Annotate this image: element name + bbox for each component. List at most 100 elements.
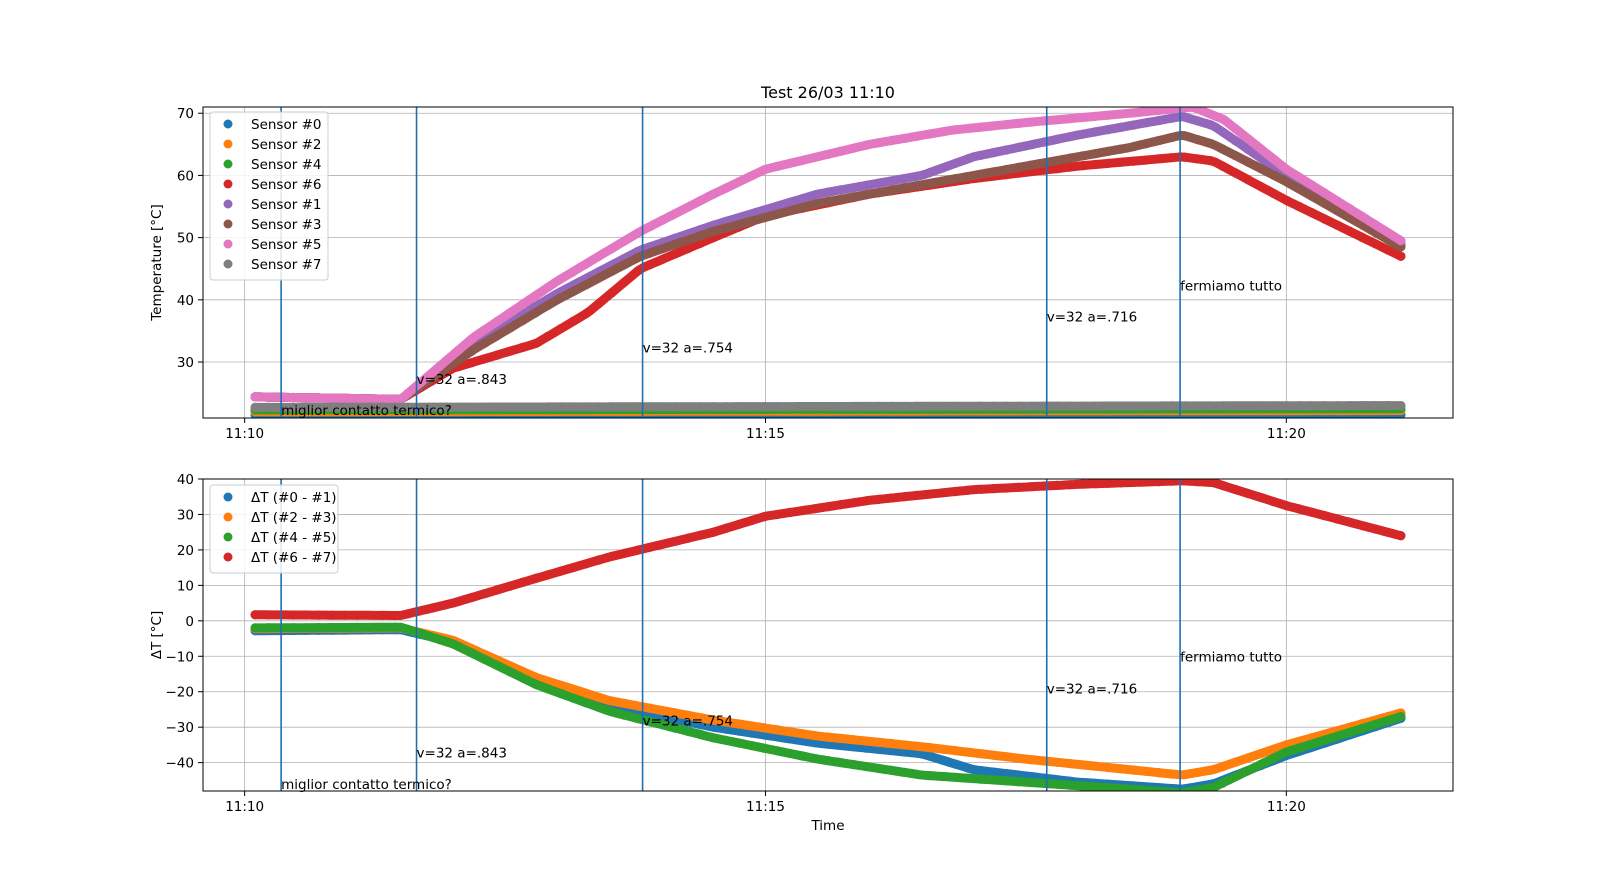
data-point bbox=[1218, 778, 1228, 788]
data-point bbox=[1103, 110, 1113, 120]
data-point bbox=[288, 623, 298, 633]
data-point bbox=[963, 154, 973, 164]
data-point bbox=[785, 197, 795, 207]
y-axis-label: Temperature [°C] bbox=[149, 204, 165, 322]
data-point bbox=[874, 187, 884, 197]
data-point bbox=[1319, 214, 1330, 224]
data-point bbox=[747, 741, 757, 751]
data-point bbox=[670, 536, 680, 546]
legend-label: Sensor #1 bbox=[251, 197, 321, 213]
data-point bbox=[403, 609, 413, 619]
data-point bbox=[874, 138, 884, 148]
data-point bbox=[1001, 145, 1011, 155]
data-point bbox=[1269, 170, 1279, 180]
data-point bbox=[1141, 401, 1151, 411]
data-point bbox=[479, 325, 489, 335]
data-point bbox=[1230, 151, 1240, 161]
data-point bbox=[1218, 480, 1228, 491]
data-point bbox=[1319, 510, 1330, 521]
data-point bbox=[1179, 107, 1190, 113]
data-point bbox=[492, 350, 502, 360]
data-point bbox=[963, 123, 973, 134]
data-point bbox=[950, 125, 960, 135]
data-point bbox=[250, 402, 260, 412]
series-trace bbox=[250, 112, 1406, 404]
data-point bbox=[1014, 162, 1024, 172]
data-point bbox=[759, 743, 769, 753]
data-point bbox=[1243, 766, 1253, 776]
data-point bbox=[1396, 251, 1406, 261]
series-sensor-5 bbox=[250, 107, 1406, 404]
data-point bbox=[759, 723, 769, 733]
data-point bbox=[759, 205, 769, 215]
annotation-label: v=32 a=.843 bbox=[417, 372, 507, 388]
data-point bbox=[1090, 782, 1100, 791]
data-point bbox=[887, 493, 897, 503]
data-point bbox=[785, 206, 795, 216]
data-point bbox=[1167, 113, 1177, 123]
data-point bbox=[810, 731, 820, 741]
annotation-label: fermiamo tutto bbox=[1180, 278, 1282, 294]
data-point bbox=[797, 401, 808, 412]
data-point bbox=[530, 308, 540, 318]
data-point bbox=[747, 171, 757, 181]
data-point bbox=[314, 623, 324, 633]
data-point bbox=[1078, 479, 1088, 489]
x-tick-label: 11:20 bbox=[1267, 799, 1306, 815]
data-point bbox=[976, 749, 986, 759]
data-point bbox=[772, 201, 782, 211]
data-point bbox=[505, 402, 515, 412]
data-point bbox=[288, 610, 298, 620]
data-point bbox=[1167, 132, 1177, 143]
y-tick-label: −10 bbox=[166, 649, 195, 665]
data-point bbox=[950, 174, 960, 184]
data-point bbox=[785, 748, 795, 759]
data-point bbox=[1307, 180, 1317, 190]
data-point bbox=[530, 574, 540, 584]
data-point bbox=[1154, 135, 1164, 146]
data-point bbox=[988, 121, 999, 131]
data-point bbox=[441, 600, 451, 610]
data-point bbox=[352, 622, 362, 633]
data-point bbox=[810, 754, 820, 764]
data-point bbox=[1269, 401, 1279, 411]
data-point bbox=[1396, 711, 1406, 722]
data-point bbox=[607, 244, 617, 254]
data-point bbox=[683, 202, 693, 212]
data-point bbox=[1090, 761, 1100, 771]
y-tick-label: 40 bbox=[177, 472, 194, 488]
data-point bbox=[581, 402, 591, 412]
data-point bbox=[1332, 206, 1342, 216]
data-point bbox=[1116, 764, 1126, 774]
data-point bbox=[1090, 111, 1100, 121]
data-point bbox=[466, 593, 477, 603]
data-point bbox=[1090, 401, 1100, 411]
data-point bbox=[925, 771, 935, 781]
data-point bbox=[899, 173, 910, 184]
data-point bbox=[1218, 144, 1228, 154]
data-point bbox=[619, 236, 629, 246]
data-point bbox=[1332, 401, 1342, 411]
data-point bbox=[708, 715, 719, 725]
data-point bbox=[1281, 501, 1291, 511]
data-point bbox=[721, 402, 731, 412]
data-point bbox=[1090, 149, 1100, 159]
data-point bbox=[708, 402, 719, 412]
legend-label: ΔT (#4 - #5) bbox=[251, 530, 337, 546]
data-point bbox=[568, 286, 579, 296]
legend-marker bbox=[223, 199, 233, 209]
data-point bbox=[797, 729, 808, 739]
data-point bbox=[568, 266, 579, 277]
data-point bbox=[517, 577, 528, 588]
data-point bbox=[543, 331, 553, 341]
data-point bbox=[861, 401, 871, 411]
data-point bbox=[556, 324, 566, 334]
data-point bbox=[1230, 772, 1240, 782]
data-point bbox=[657, 706, 668, 716]
series-trace bbox=[250, 130, 1406, 404]
legend-label: ΔT (#6 - #7) bbox=[251, 550, 337, 566]
data-point bbox=[1090, 159, 1100, 170]
annotations: miglior contatto termico? v=32 a=.843 v=32… bbox=[281, 278, 1282, 418]
data-point bbox=[1358, 401, 1368, 411]
x-tick-label: 11:15 bbox=[746, 426, 785, 442]
